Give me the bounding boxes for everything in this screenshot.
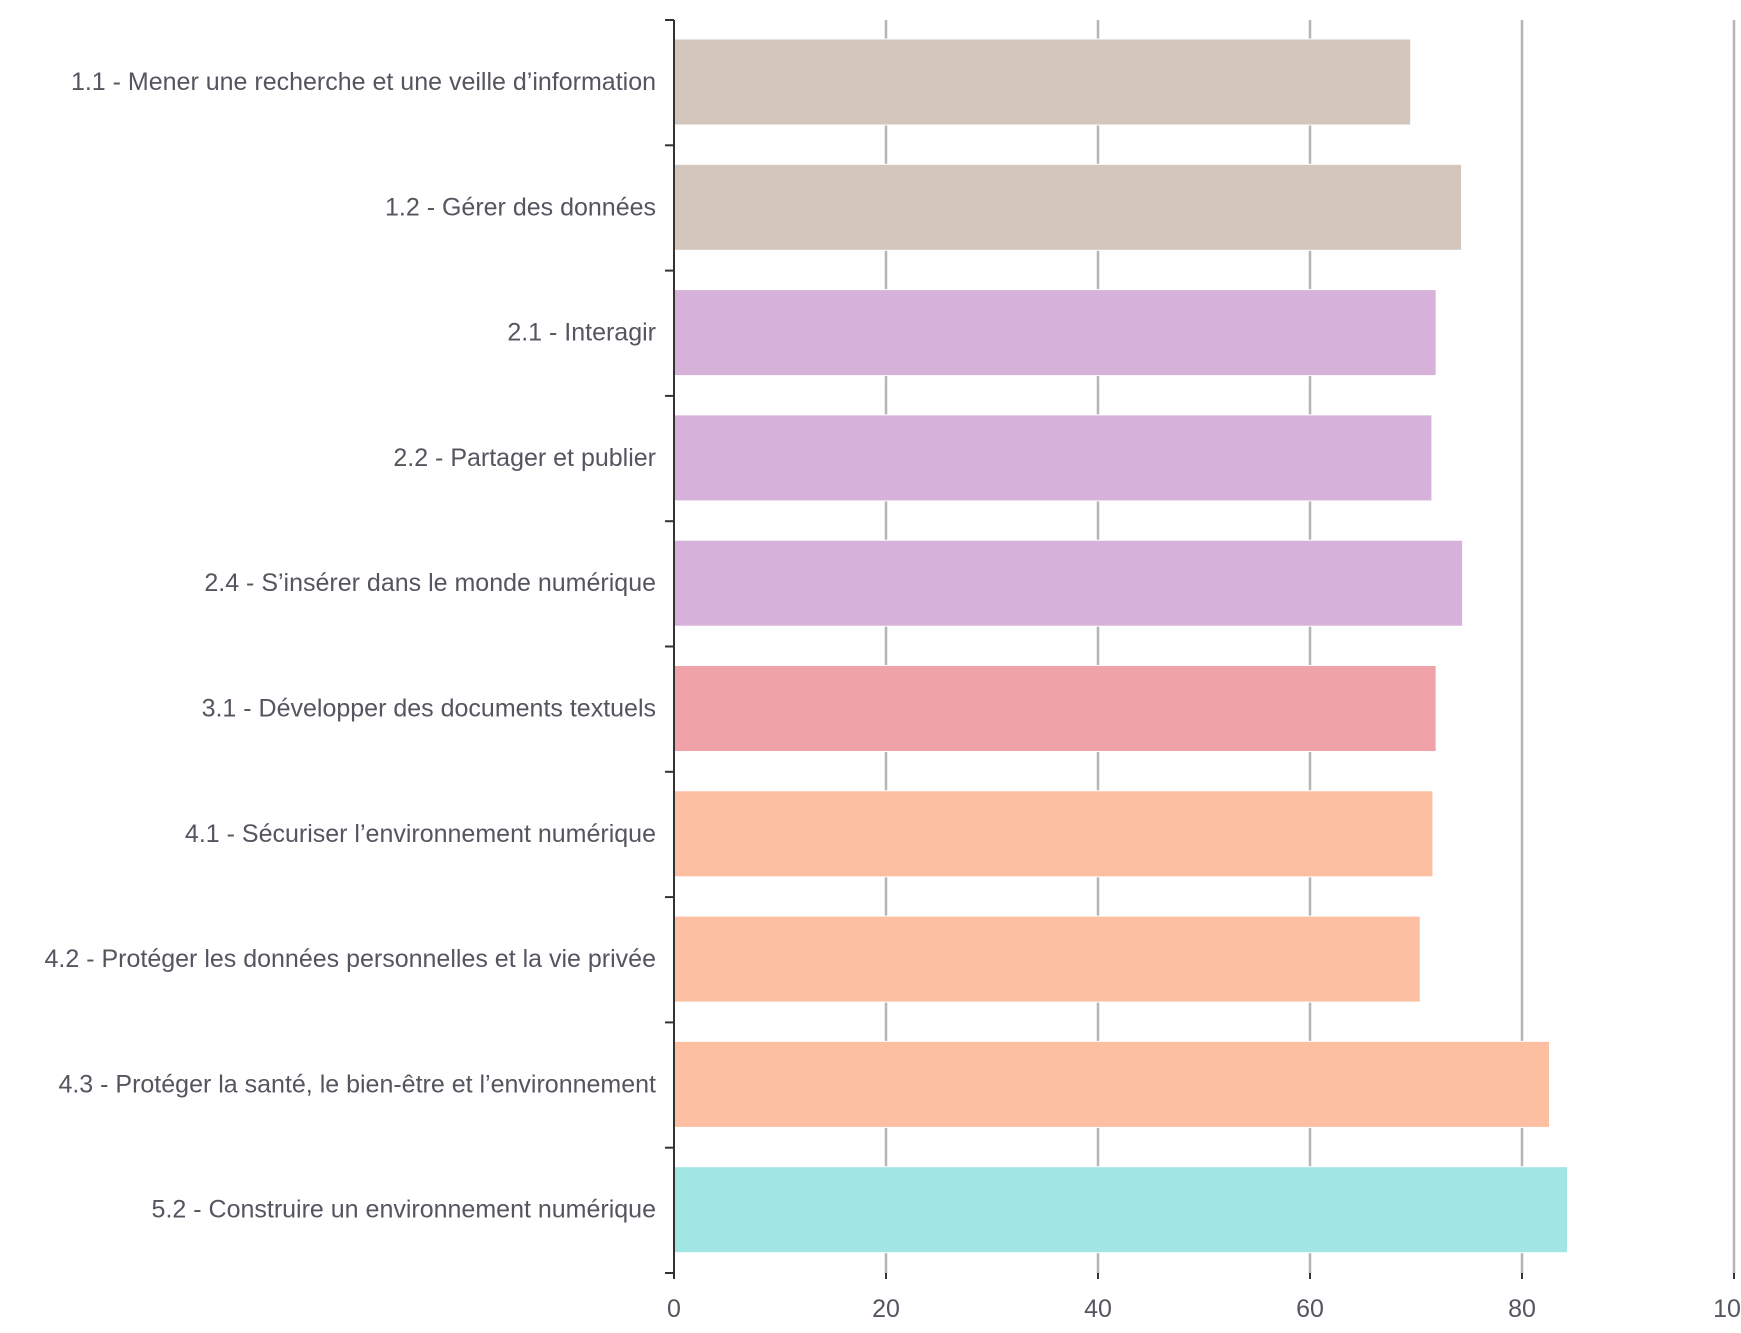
category-labels: 1.1 - Mener une recherche et une veille …	[45, 68, 657, 1224]
x-tick-label-80: 80	[1508, 1295, 1536, 1323]
category-label-8: 4.2 - Protéger les données personnelles …	[45, 945, 656, 973]
category-label-2: 1.2 - Gérer des données	[385, 193, 656, 221]
bar-3[interactable]	[673, 289, 1437, 377]
category-label-1: 1.1 - Mener une recherche et une veille …	[71, 68, 656, 96]
bar-1[interactable]	[673, 38, 1412, 126]
bar-4[interactable]	[673, 414, 1433, 502]
category-label-10: 5.2 - Construire un environnement numéri…	[152, 1196, 656, 1224]
category-label-5: 2.4 - S’insérer dans le monde numérique	[204, 569, 656, 597]
x-tick-label-40: 40	[1084, 1295, 1112, 1323]
bar-8[interactable]	[673, 915, 1421, 1003]
bars	[673, 38, 1569, 1254]
axes	[665, 19, 1735, 1279]
bar-5[interactable]	[673, 539, 1464, 627]
category-label-3: 2.1 - Interagir	[507, 319, 656, 347]
bar-9[interactable]	[673, 1040, 1551, 1128]
x-tick-label-100: 100	[1713, 1295, 1741, 1323]
x-tick-label-60: 60	[1296, 1295, 1324, 1323]
x-tick-labels: 0 20 40 60 80 100	[667, 1295, 1741, 1323]
bar-6[interactable]	[673, 665, 1437, 752]
category-label-4: 2.2 - Partager et publier	[393, 444, 656, 472]
category-label-6: 3.1 - Développer des documents textuels	[202, 695, 656, 723]
x-tick-label-0: 0	[667, 1295, 681, 1323]
bar-10[interactable]	[673, 1166, 1569, 1254]
category-label-9: 4.3 - Protéger la santé, le bien-être et…	[58, 1070, 656, 1098]
bar-2[interactable]	[673, 163, 1463, 251]
x-tick-label-20: 20	[872, 1295, 900, 1323]
category-label-7: 4.1 - Sécuriser l’environnement numériqu…	[185, 820, 656, 848]
bar-7[interactable]	[673, 790, 1434, 878]
